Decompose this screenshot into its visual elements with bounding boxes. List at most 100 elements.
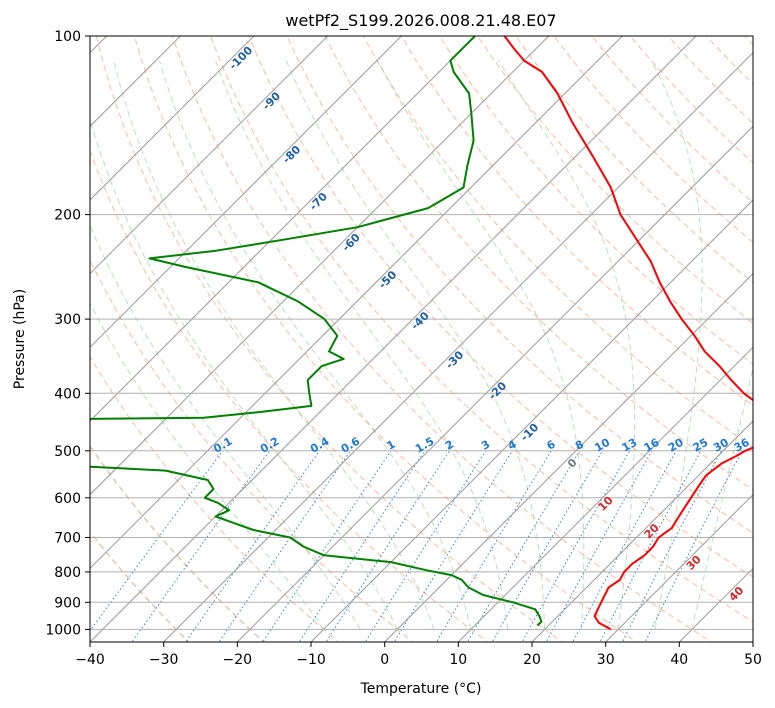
moist-adiabat [113,60,435,630]
mixing-ratio-line [572,450,677,642]
mixing-ratio-line [90,450,224,632]
mixing-ratio-line [621,450,722,642]
isotherm-label-upper: -30 [443,348,466,371]
x-axis-ticks: −40 −30 −20 −10 0 10 20 30 40 50 [75,642,762,668]
mixing-ratio-line [599,450,702,642]
x-tick-label: 10 [449,652,467,668]
y-tick-label: 1000 [45,622,81,638]
mixing-ratio-label: 0.2 [258,435,281,456]
dry-adiabat [133,36,638,642]
mixing-ratio-label: 0.4 [308,434,332,455]
isotherm-line [90,36,624,570]
plot-frame [89,35,754,643]
y-axis-ticks: 1000 900 800 700 600 500 400 300 200 100 [45,29,90,638]
mixing-ratio-label: 30 [711,436,731,455]
mixing-ratio-label: 10 [592,436,612,455]
x-tick-label: −30 [149,652,179,668]
dry-adiabat [400,36,753,407]
y-tick-label: 700 [54,531,81,547]
dry-adiabat [362,36,753,449]
y-tick-label: 100 [54,29,81,45]
x-tick-label: −20 [223,652,253,668]
isotherm-line [457,346,753,642]
dry-adiabat [248,36,753,578]
isotherm-line [90,36,182,128]
dry-adiabat [744,36,753,46]
mixing-ratio-line [393,450,513,642]
isotherm-label-upper: -20 [486,379,509,402]
dewpoint-line [90,36,543,627]
y-tick-label: 300 [54,312,81,328]
moist-adiabats [90,60,753,630]
dry-adiabat [324,36,753,491]
isotherm-label-upper: -70 [307,190,330,213]
y-tick-label: 600 [54,491,81,507]
dry-adiabat [90,258,414,642]
moist-adiabat [285,60,546,630]
dry-adiabat [553,36,753,244]
y-tick-label: 400 [54,386,81,402]
x-tick-label: 20 [523,652,541,668]
isotherm-label-lower: 30 [684,553,704,573]
dry-adiabat [90,444,265,642]
y-tick-label: 800 [54,565,81,581]
dry-adiabat [477,36,753,324]
pressure-gridlines [90,36,753,630]
dry-adiabat [438,36,753,365]
isotherm-label-upper: -60 [340,231,363,254]
mixing-ratio-label: 0.6 [339,434,363,455]
y-tick-label: 900 [54,595,81,611]
dry-adiabat [286,36,753,534]
mixing-ratio-label: 25 [691,436,711,455]
x-tick-label: 30 [597,652,615,668]
x-tick-label: 0 [380,652,389,668]
isotherm-line [162,51,753,642]
mixing-ratio-line [325,450,451,642]
isotherms [90,36,753,642]
isotherm-line [90,36,329,275]
profile-series [90,36,753,631]
dry-adiabat [210,36,753,623]
mixing-ratio-label: 1.5 [413,435,436,456]
mixing-ratio-line [185,450,321,642]
x-tick-label: 40 [670,652,688,668]
isotherm-line [90,36,403,349]
y-tick-label: 200 [54,208,81,224]
isotherm-line [531,420,753,642]
moist-adiabat [158,60,472,630]
isotherm-line [90,36,697,642]
mixing-ratio-label: 13 [620,436,640,455]
isotherm-line [310,199,753,642]
moist-adiabat [651,60,703,630]
isotherm-line [90,36,550,496]
moist-adiabat [691,365,753,630]
mixing-ratio-line [644,450,743,642]
chart-title: wetPf2_S199.2026.008.21.48.E07 [285,11,556,31]
dry-adiabat [90,149,489,642]
moist-adiabat [214,60,509,630]
y-axis-label: Pressure (hPa) [12,289,28,389]
isotherm-label-lower: 0 [565,456,580,471]
isotherm-line [604,493,753,642]
y-tick-label: 500 [54,444,81,460]
x-tick-label: −10 [296,652,326,668]
isotherm-line [90,36,476,422]
isotherm-line [90,36,255,201]
mixing-ratio-label: 0.1 [211,435,234,456]
x-axis-label: Temperature (°C) [360,681,482,697]
mixing-ratio-line [218,450,351,642]
isotherm-label-upper: -80 [280,143,303,166]
mixing-ratio-line [262,450,392,642]
mixing-ratio-line [298,450,426,642]
x-tick-label: 50 [744,652,762,668]
mixing-ratio-label: 16 [642,436,662,455]
dry-adiabat [591,36,753,204]
moist-adiabat [90,117,398,630]
plot-area: 0.1 0.2 0.4 0.6 1 1.5 2 3 4 6 8 10 13 16 20 25 30 36-10-2… [90,36,753,642]
isotherm-label-upper: -10 [518,420,541,443]
moist-adiabat [498,60,636,630]
mixing-ratio-line [466,450,581,642]
moist-adiabat [377,60,585,630]
isotherm-line [752,641,753,642]
